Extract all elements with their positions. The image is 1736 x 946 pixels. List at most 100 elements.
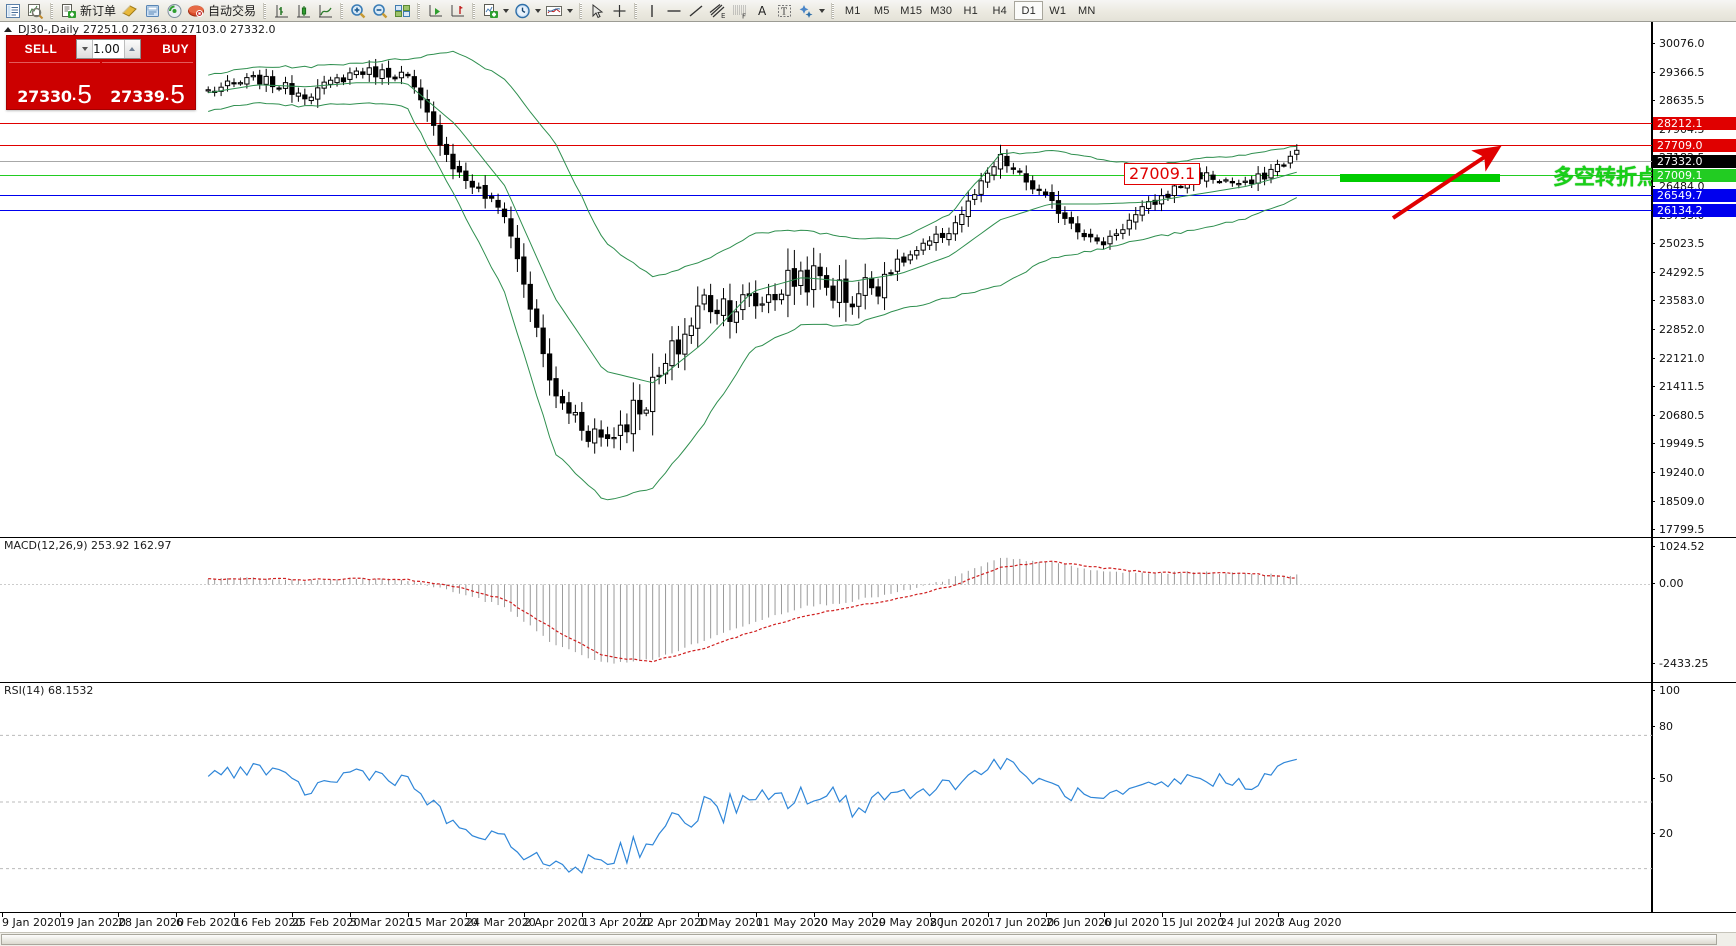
shapes-dropdown-caret[interactable] [817, 1, 827, 21]
horizontal-line-icon[interactable] [663, 1, 685, 21]
timeframe-w1[interactable]: W1 [1049, 4, 1067, 17]
rsi-axis[interactable]: 100 80 50 20 [1652, 683, 1736, 932]
timeframe-m1[interactable]: M1 [844, 4, 861, 17]
macd-indicator-label[interactable]: MACD(12,26,9) 253.92 162.97 [4, 539, 172, 552]
support-zone-highlight [1340, 174, 1500, 182]
volume-increment-icon[interactable] [123, 40, 140, 58]
level-line-27709 [0, 145, 1652, 146]
auto-scroll-icon[interactable] [424, 1, 446, 21]
templates-dropdown-caret[interactable] [565, 1, 575, 21]
price-level-label[interactable]: 27009.1 [1653, 169, 1736, 182]
price-axis[interactable]: 30076.029366.528635.527904.527182.526484… [1652, 22, 1736, 537]
date-axis[interactable]: 9 Jan 2020 19 Jan 2020 28 Jan 2020 6 Feb 20… [0, 912, 1736, 932]
date-tick [1162, 913, 1163, 917]
line-chart-icon[interactable] [314, 1, 336, 21]
new-order-label[interactable]: 新订单 [80, 4, 117, 18]
timeframe-h4[interactable]: H4 [992, 4, 1007, 17]
price-tick: 30076.0 [1652, 38, 1736, 50]
signals-icon[interactable] [163, 1, 185, 21]
turning-point-annotation: 多空转折点 [1553, 165, 1658, 189]
date-tick [408, 913, 409, 917]
level-line-26134 [0, 210, 1652, 211]
macd-plot [0, 557, 1652, 664]
price-tick: 22121.0 [1652, 352, 1736, 365]
indicators-dropdown-caret[interactable] [501, 1, 511, 21]
text-label-icon[interactable]: T [773, 1, 795, 21]
autotrading-icon[interactable] [185, 1, 207, 21]
text-tool-icon[interactable]: A [758, 3, 767, 18]
price-level-label[interactable]: 26134.2 [1653, 204, 1736, 217]
macd-tick: 1024.52 [1652, 541, 1736, 553]
date-tick [1104, 913, 1105, 917]
volume-value[interactable]: 1.00 [93, 42, 120, 56]
level-line-27332 [0, 161, 1652, 162]
price-level-label[interactable]: 27332.0 [1653, 155, 1736, 168]
scrollbar-thumb[interactable] [1, 934, 1717, 945]
chart-area[interactable]: 27009.1 多空转折点 30076.029366.528635.527904… [0, 22, 1736, 946]
autotrading-label[interactable]: 自动交易 [208, 4, 257, 18]
main-toolbar: 新订单 自动交易 [0, 0, 1736, 22]
date-label: 20 May 2020 [814, 916, 886, 929]
timeframe-m15[interactable]: M15 [900, 4, 923, 17]
volume-stepper[interactable]: 1.00 [76, 39, 141, 59]
buy-price-fraction: 5 [170, 78, 185, 109]
cursor-icon[interactable] [586, 1, 608, 21]
horizontal-scrollbar[interactable] [0, 932, 1736, 946]
indicators-icon[interactable] [479, 1, 501, 21]
shapes-icon[interactable] [795, 1, 817, 21]
timeframe-m5[interactable]: M5 [873, 4, 890, 17]
vertical-line-icon[interactable] [641, 1, 663, 21]
price-level-label[interactable]: 28212.1 [1653, 117, 1736, 130]
data-window-icon[interactable] [24, 1, 46, 21]
price-axis-divider [1651, 22, 1652, 537]
trendline-icon[interactable] [685, 1, 707, 21]
rsi-pane[interactable]: 100 80 50 20 RSI(14) 68.1532 [0, 682, 1736, 932]
date-label: 11 May 2020 [756, 916, 828, 929]
timeframe-m30[interactable]: M30 [930, 4, 953, 17]
tile-windows-icon[interactable] [391, 1, 413, 21]
date-label: 16 Feb 2020 [234, 916, 303, 929]
date-tick [872, 913, 873, 917]
toolbar-separator-7 [632, 2, 639, 20]
price-pane[interactable]: 27009.1 多空转折点 30076.029366.528635.527904… [0, 22, 1736, 537]
price-level-label[interactable]: 26549.7 [1653, 189, 1736, 202]
sell-price[interactable]: 27330 . 5 [9, 62, 100, 107]
one-click-trading-panel[interactable]: SELL 1.00 BUY 27330 . 5 27339 [6, 35, 196, 110]
macd-axis[interactable]: 1024.52 0.00 -2433.25 [1652, 538, 1736, 682]
periods-icon[interactable] [511, 1, 533, 21]
timeframe-h1[interactable]: H1 [963, 4, 978, 17]
timeframe-d1[interactable]: D1 [1014, 1, 1044, 20]
periods-dropdown-caret[interactable] [533, 1, 543, 21]
buy-button[interactable]: BUY [162, 42, 190, 56]
date-tick [582, 913, 583, 917]
candlestick-chart-icon[interactable] [292, 1, 314, 21]
chart-shift-icon[interactable] [446, 1, 468, 21]
price-plot [205, 50, 1300, 501]
new-order-icon[interactable] [57, 1, 79, 21]
price-tick: 18509.0 [1652, 495, 1736, 508]
price-tick: 21411.5 [1652, 381, 1736, 393]
price-level-label[interactable]: 27709.0 [1653, 139, 1736, 152]
volume-dropdown-icon[interactable] [77, 40, 93, 58]
equidistant-channel-icon[interactable]: E [707, 1, 729, 21]
rsi-tick: 100 [1652, 685, 1736, 697]
sell-button[interactable]: SELL [24, 42, 58, 56]
zoom-out-icon[interactable] [369, 1, 391, 21]
collapse-triangle-icon[interactable] [4, 27, 12, 32]
date-label: 15 Mar 2020 [408, 916, 478, 929]
date-label: 24 Mar 2020 [466, 916, 536, 929]
market-watch-icon[interactable] [2, 1, 24, 21]
buy-price[interactable]: 27339 . 5 [102, 62, 193, 107]
timeframe-mn[interactable]: MN [1077, 4, 1096, 17]
templates-icon[interactable] [543, 1, 565, 21]
metaeditor-icon[interactable] [119, 1, 141, 21]
date-label: 24 Jul 2020 [1220, 916, 1283, 929]
rsi-indicator-label[interactable]: RSI(14) 68.1532 [4, 684, 94, 697]
bar-chart-icon[interactable] [270, 1, 292, 21]
zoom-in-icon[interactable] [347, 1, 369, 21]
macd-pane[interactable]: 1024.52 0.00 -2433.25 MACD(12,26,9) 253.92… [0, 537, 1736, 682]
crosshair-icon[interactable] [608, 1, 630, 21]
expert-advisors-icon[interactable] [141, 1, 163, 21]
sell-price-integer: 27330 [17, 87, 72, 106]
fibonacci-retracement-icon[interactable]: F [729, 1, 751, 21]
